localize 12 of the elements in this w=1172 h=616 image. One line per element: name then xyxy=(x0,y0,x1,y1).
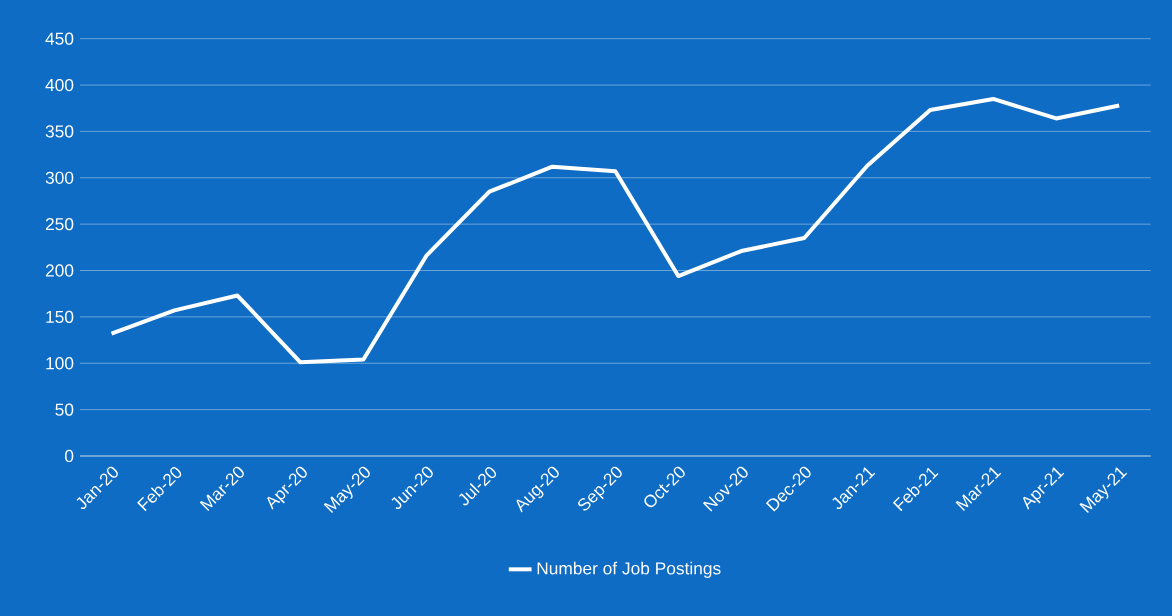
line-series xyxy=(109,96,1122,365)
y-tick-label: 150 xyxy=(46,310,74,324)
y-tick-label: 250 xyxy=(45,218,74,231)
y-tick-label: 300 xyxy=(45,171,74,184)
legend-label: Number of Job Postings xyxy=(537,561,721,578)
y-tick-label: 400 xyxy=(45,78,74,92)
y-tick-label: 350 xyxy=(45,125,74,138)
y-tick-label: 50 xyxy=(55,403,74,416)
y-tick-label: 100 xyxy=(46,357,74,370)
y-tick-label: 450 xyxy=(45,32,74,45)
y-tick-label: 0 xyxy=(64,449,74,463)
y-tick-label: 200 xyxy=(45,264,74,277)
